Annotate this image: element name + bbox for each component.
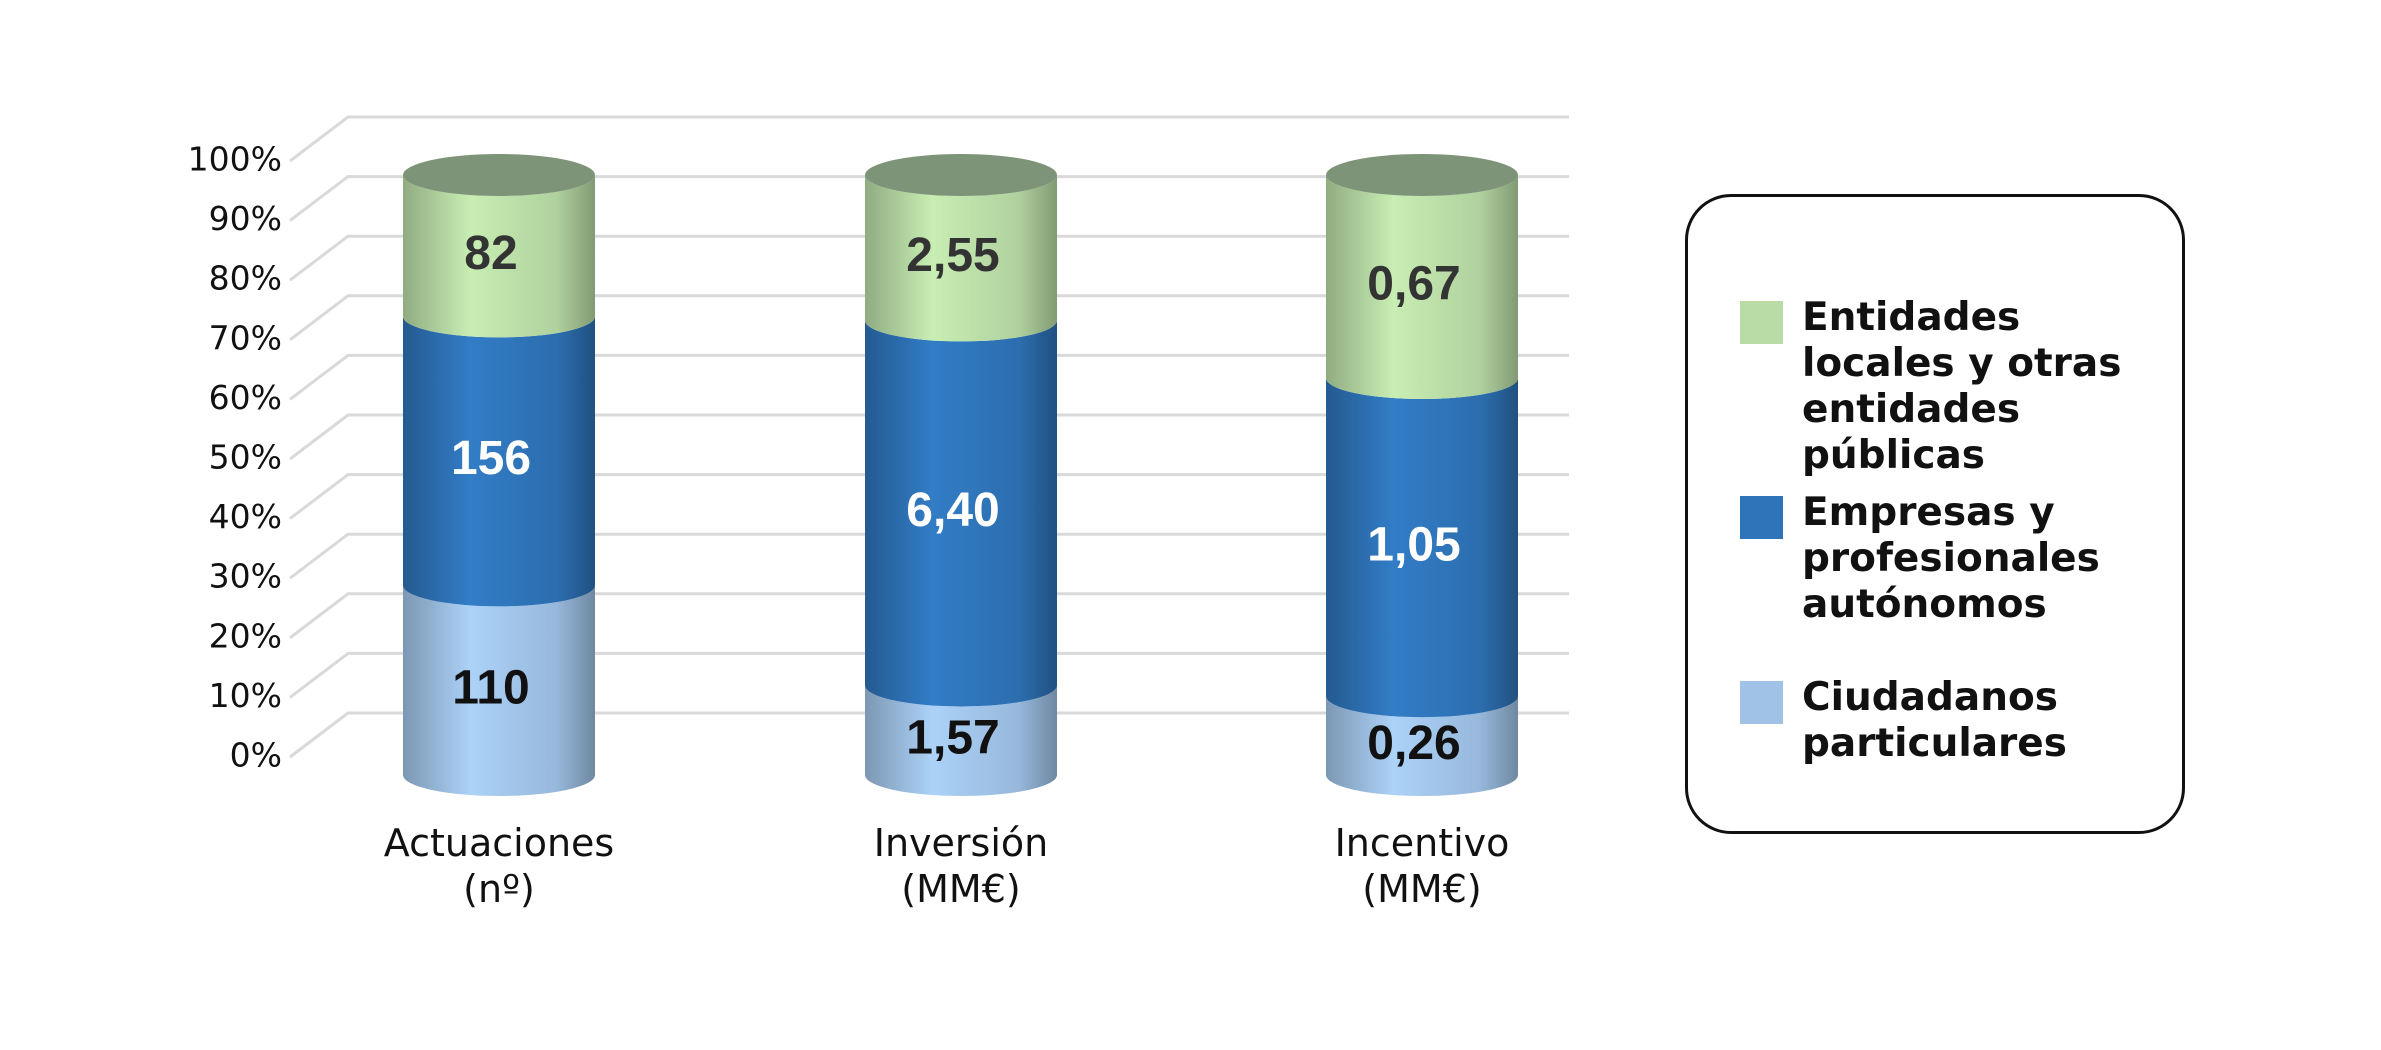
grid-line xyxy=(289,473,1569,520)
data-label: 6,40 xyxy=(906,484,999,537)
grid-line xyxy=(289,234,1569,282)
legend: Ciudadanos particulares Empresas y profes… xyxy=(1685,194,2185,834)
data-label: 1,57 xyxy=(906,711,999,764)
cylinder-segment xyxy=(403,316,595,607)
grid-line xyxy=(289,294,1569,341)
grid-line xyxy=(289,115,1569,163)
data-label: 2,55 xyxy=(906,229,999,282)
x-tick-label: Actuaciones (nº) xyxy=(383,821,615,911)
cylinder-segment xyxy=(1326,696,1518,796)
legend-label: Ciudadanos particulares xyxy=(1802,675,2067,766)
grid-line xyxy=(289,175,1569,222)
cylinder-segment xyxy=(865,320,1057,707)
legend-label: Entidades locales y otras entidades públ… xyxy=(1802,295,2122,478)
cylinder-segment xyxy=(865,685,1057,796)
y-tick-label: 30% xyxy=(209,557,282,596)
data-label: 82 xyxy=(464,227,517,280)
y-tick-label: 70% xyxy=(209,318,282,357)
y-tick-label: 10% xyxy=(209,676,282,715)
y-tick-label: 40% xyxy=(209,497,282,536)
data-label: 156 xyxy=(451,432,531,485)
legend-label: Empresas y profesionales autónomos xyxy=(1802,490,2100,627)
y-tick-label: 0% xyxy=(230,736,282,775)
data-label: 110 xyxy=(452,661,529,714)
cylinder-segment xyxy=(403,175,595,338)
grid-line xyxy=(289,532,1569,580)
cylinder-segment xyxy=(1326,175,1518,400)
legend-swatch xyxy=(1740,681,1783,724)
y-tick-label: 60% xyxy=(209,378,282,417)
y-tick-label: 90% xyxy=(209,199,282,238)
cylinder-segment xyxy=(1326,378,1518,718)
cylinder-top xyxy=(1326,154,1518,196)
cylinder-top xyxy=(865,154,1057,196)
data-label: 1,05 xyxy=(1367,518,1460,571)
data-label: 0,26 xyxy=(1367,717,1460,770)
y-tick-label: 100% xyxy=(188,140,282,179)
cylinder-segment xyxy=(403,585,595,796)
legend-swatch xyxy=(1740,301,1783,344)
data-label: 0,67 xyxy=(1367,258,1460,311)
cylinder-segment xyxy=(865,175,1057,342)
grid-line xyxy=(289,711,1569,759)
y-tick-label: 80% xyxy=(209,259,282,298)
grid-line xyxy=(289,592,1569,639)
y-tick-label: 20% xyxy=(209,616,282,655)
grid-line xyxy=(289,651,1569,699)
grid-line xyxy=(289,353,1569,401)
legend-swatch xyxy=(1740,496,1783,539)
grid-line xyxy=(289,413,1569,461)
x-tick-label: Incentivo (MM€) xyxy=(1334,821,1510,911)
y-tick-label: 50% xyxy=(209,438,282,477)
cylinder-top xyxy=(403,154,595,196)
x-tick-label: Inversión (MM€) xyxy=(873,821,1049,911)
